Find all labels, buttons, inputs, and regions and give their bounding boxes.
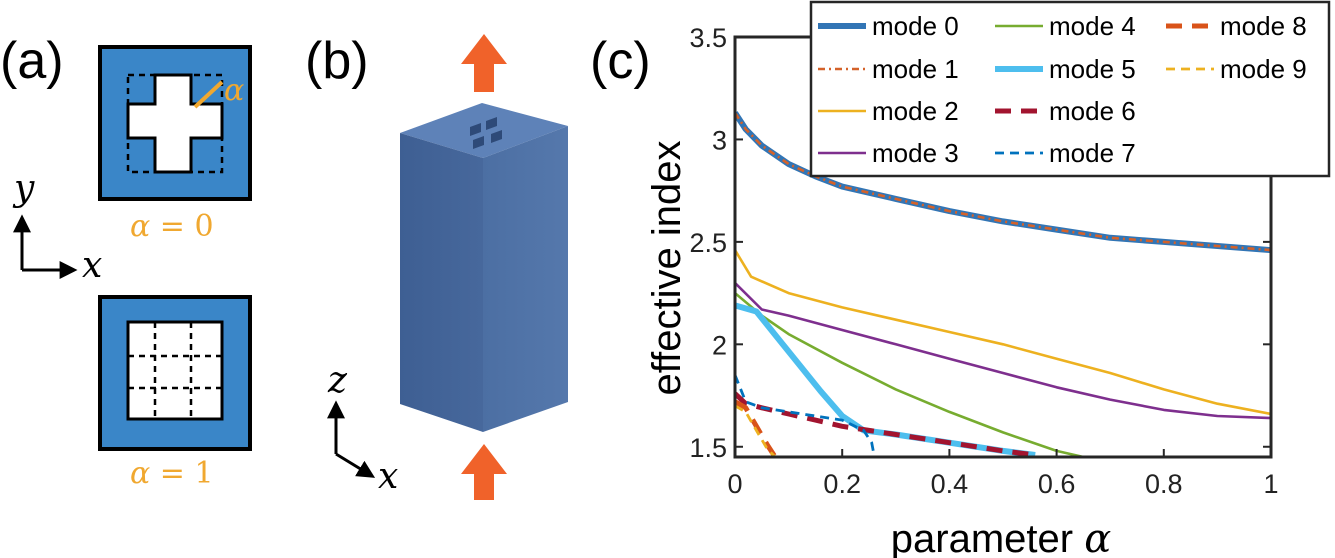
y-tick-label: 2 <box>712 330 727 360</box>
series-group <box>735 111 1271 457</box>
x-tick-label: 1 <box>1263 469 1278 499</box>
pillar-hole <box>491 130 502 143</box>
y-tick-label: 3 <box>712 125 727 155</box>
y-tick-label: 1.5 <box>689 433 727 463</box>
legend-box <box>809 0 1331 178</box>
caption-alpha-0: α = 0 <box>130 209 214 244</box>
x-axis-title: parameter α <box>891 516 1111 558</box>
panel-a-label: (a) <box>0 32 64 90</box>
x-tick-label: 0.4 <box>931 469 969 499</box>
y-tick-label: 2.5 <box>689 228 727 258</box>
legend-label-mode-0: mode 0 <box>872 11 959 41</box>
x-tick-label: 0.2 <box>823 469 861 499</box>
legend-label-mode-5: mode 5 <box>1049 54 1136 84</box>
series-line-mode-9 <box>735 404 777 457</box>
panel-c: (c) 0 0.2 0.4 0.6 0.8 1 1.5 2 2.5 3 3.5 effective … <box>590 0 1331 558</box>
x-tick-label: 0.6 <box>1038 469 1076 499</box>
series-line-mode-4 <box>735 292 1084 457</box>
pillar-right-face <box>483 126 568 432</box>
panel-c-label: (c) <box>590 32 651 90</box>
x-axis-letter: x <box>378 456 398 497</box>
pillar-left-face <box>400 133 483 432</box>
y-axis-title: effective index <box>645 141 689 396</box>
legend-label-mode-7: mode 7 <box>1049 138 1136 168</box>
caption-alpha-1: α = 1 <box>130 456 214 491</box>
plot-area: 0 0.2 0.4 0.6 0.8 1 1.5 2 2.5 3 3.5 <box>689 23 1278 499</box>
x-axis-letter: x <box>82 245 102 286</box>
legend-label-mode-8: mode 8 <box>1220 11 1307 41</box>
x-tick-label: 0.8 <box>1145 469 1183 499</box>
series-line-mode-3 <box>735 281 1271 420</box>
legend-label-mode-3: mode 3 <box>872 138 959 168</box>
pillar-3d <box>400 103 568 432</box>
legend-label-mode-2: mode 2 <box>872 96 959 126</box>
series-line-mode-2 <box>735 249 1271 416</box>
series-line-mode-1 <box>735 112 1271 252</box>
pillar-hole <box>470 123 481 136</box>
alpha-indicator <box>193 80 224 109</box>
square-waveguide-alpha-1 <box>98 295 252 451</box>
legend: mode 0 mode 1 mode 2 mode 3 mode 4 mode 5 mode… <box>809 0 1331 178</box>
legend-label-mode-9: mode 9 <box>1220 54 1307 84</box>
series-line-mode-8 <box>735 399 778 457</box>
cross-waveguide-alpha-0: α <box>98 45 252 201</box>
pillar-hole <box>486 117 497 130</box>
cladding-square-bottom <box>98 295 252 451</box>
alpha-marker: α <box>224 73 244 108</box>
x-tick-label: 0 <box>727 469 742 499</box>
y-axis-letter: y <box>12 168 35 209</box>
legend-label-mode-1: mode 1 <box>872 54 959 84</box>
panel-b-label: (b) <box>305 32 369 90</box>
pillar-top-face <box>400 103 568 158</box>
legend-label-mode-4: mode 4 <box>1049 11 1136 41</box>
panel-a: (a) α α = 0 y x α = 1 <box>0 32 252 491</box>
z-axis-letter: z <box>327 360 348 401</box>
square-core <box>126 320 224 421</box>
legend-label-mode-6: mode 6 <box>1049 96 1136 126</box>
dashed-square-outline <box>126 73 224 174</box>
series-line-mode-7 <box>735 374 876 457</box>
zx-axes: z x <box>327 360 398 497</box>
arrow-up-top <box>461 34 507 92</box>
arrow-up-bottom <box>461 444 507 500</box>
pillar-hole <box>473 136 484 149</box>
x-axis-arrow <box>335 452 376 478</box>
xy-axes: y x <box>12 168 102 286</box>
panel-b: (b) z x <box>305 32 568 500</box>
y-tick-label: 3.5 <box>689 23 727 53</box>
series-line-mode-6 <box>735 391 1036 457</box>
